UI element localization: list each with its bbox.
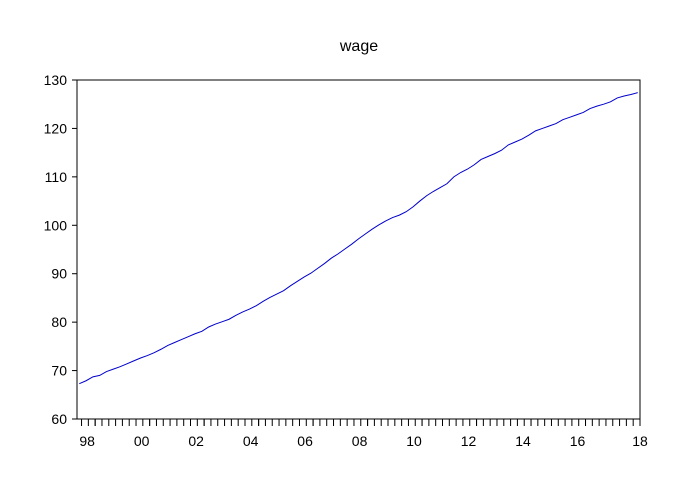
y-tick-label: 130 [44, 72, 68, 88]
x-tick-label: 98 [79, 433, 95, 449]
plot-area-frame [76, 79, 641, 420]
x-tick-label: 06 [297, 433, 313, 449]
wage-series-line [79, 92, 638, 385]
x-tick-label: 18 [632, 433, 648, 449]
series-layer [79, 92, 638, 385]
x-tick-label: 04 [243, 433, 259, 449]
x-tick-label: 12 [461, 433, 477, 449]
y-tick-label: 120 [44, 120, 68, 136]
chart-title: wage [339, 38, 378, 55]
y-tick-label: 100 [44, 217, 68, 233]
y-tick-label: 60 [51, 411, 67, 427]
x-tick-label: 14 [515, 433, 531, 449]
x-tick-label: 02 [188, 433, 204, 449]
x-tick-label: 00 [134, 433, 150, 449]
y-tick-label: 90 [51, 266, 67, 282]
y-tick-label: 80 [51, 314, 67, 330]
x-tick-label: 10 [406, 433, 422, 449]
x-axis: 98 00 02 04 06 08 10 12 14 16 18 [79, 419, 648, 449]
y-axis: 60 70 80 90 100 110 120 130 [44, 72, 77, 427]
x-tick-label: 16 [570, 433, 586, 449]
y-tick-label: 110 [45, 169, 68, 185]
y-tick-label: 70 [51, 363, 67, 379]
x-tick-label: 08 [352, 433, 368, 449]
